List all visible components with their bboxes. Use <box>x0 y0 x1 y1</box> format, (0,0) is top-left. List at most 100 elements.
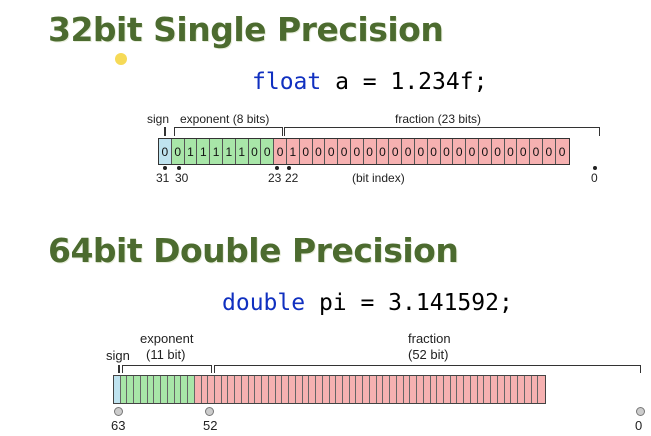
sign-bracket <box>164 127 166 136</box>
exponent-label: exponent (8 bits) <box>180 112 270 126</box>
fraction-label: fraction (23 bits) <box>395 112 482 126</box>
bit-cell <box>215 376 222 403</box>
bit-cell <box>470 376 478 403</box>
bit-cell <box>188 376 195 403</box>
bit-cell <box>194 376 202 403</box>
bit-cell <box>316 376 323 403</box>
code-text: pi = 3.141592; <box>305 290 513 316</box>
bit-cell <box>376 376 384 403</box>
bit-cell: 0 <box>376 139 390 164</box>
bit-cell <box>235 376 242 403</box>
bit-index-22: 22 <box>285 171 299 185</box>
bit-cell: 1 <box>210 139 223 164</box>
code-keyword: double <box>222 290 306 316</box>
fraction-bracket <box>284 127 600 136</box>
bit-cell: 0 <box>299 139 313 164</box>
bit-cell <box>363 376 370 403</box>
bit-cell <box>174 376 182 403</box>
bit-cell <box>396 376 404 403</box>
bit-cell <box>423 376 431 403</box>
bit-cell <box>390 376 397 403</box>
bit-cell: 0 <box>491 139 505 164</box>
bit-cell: 0 <box>312 139 326 164</box>
sign-label: sign <box>106 348 130 363</box>
bit-index-31: 31 <box>156 171 170 185</box>
bit-cell: 0 <box>363 139 377 164</box>
bit-cell <box>248 376 256 403</box>
bit-cell <box>134 376 141 403</box>
bit-marker <box>163 166 167 170</box>
bit-cell <box>484 376 492 403</box>
code-keyword: float <box>252 69 322 95</box>
bit-cell: 0 <box>414 139 428 164</box>
bit-cell <box>255 376 263 403</box>
bit-cell: 0 <box>171 139 185 164</box>
bit-cell <box>140 376 148 403</box>
bit-cell <box>181 376 189 403</box>
heading-single-precision: 32bit Single Precision <box>48 10 444 49</box>
bit-cell <box>342 376 350 403</box>
bit-marker <box>287 166 291 170</box>
bit-marker <box>275 166 279 170</box>
sign-label: sign <box>147 112 170 126</box>
code-double-declaration: double pi = 3.141592; <box>222 290 513 316</box>
bit-marker <box>114 407 123 416</box>
bit-cell <box>511 376 519 403</box>
bit-cell: 0 <box>338 139 351 164</box>
bit-cell <box>302 376 310 403</box>
bit-cell: 1 <box>184 139 198 164</box>
bit-cell <box>457 376 465 403</box>
bit-cell <box>154 376 162 403</box>
bit-cell: 1 <box>197 139 211 164</box>
bit-index-63: 63 <box>111 418 126 433</box>
bit-cell <box>464 376 471 403</box>
bit-cell <box>531 376 539 403</box>
bit-cell <box>167 376 175 403</box>
bit-cell <box>228 376 236 403</box>
bit-cell: 0 <box>402 139 415 164</box>
bit-cell: 0 <box>504 139 518 164</box>
bit-cell <box>349 376 357 403</box>
bit-index-0: 0 <box>635 418 643 433</box>
heading-double-precision: 64bit Double Precision <box>48 231 459 270</box>
bit-cell: 0 <box>453 139 467 164</box>
bit-marker <box>177 166 181 170</box>
bit-cell <box>524 376 532 403</box>
bit-cell: 0 <box>325 139 339 164</box>
bit-cell <box>295 376 303 403</box>
bit-cell <box>356 376 364 403</box>
bit-index-23: 23 <box>268 171 282 185</box>
bit-cell: 0 <box>389 139 403 164</box>
bit-cell <box>201 376 209 403</box>
bit-cell: 0 <box>248 139 262 164</box>
bit-cell <box>275 376 283 403</box>
bit-cell <box>437 376 444 403</box>
bit-cell: 0 <box>478 139 492 164</box>
bit-index-30: 30 <box>175 171 189 185</box>
bit-cell: 0 <box>466 139 479 164</box>
exponent-bracket <box>122 365 212 373</box>
bit-cell <box>430 376 438 403</box>
bit-cell <box>383 376 391 403</box>
bit-cell <box>410 376 418 403</box>
bit-marker <box>636 407 645 416</box>
code-float-declaration: float a = 1.234f; <box>252 69 487 95</box>
bit-index-0: 0 <box>591 171 598 185</box>
bit-cell <box>504 376 512 403</box>
bit-cell <box>161 376 168 403</box>
bit-cell <box>518 376 525 403</box>
bit-cell <box>417 376 424 403</box>
bit-cell: 0 <box>542 139 556 164</box>
bit-cell <box>369 376 377 403</box>
bit-cell <box>127 376 135 403</box>
bit-cell: 0 <box>261 139 275 164</box>
bit-cell <box>329 376 337 403</box>
bit-cell <box>322 376 330 403</box>
bit-cell <box>241 376 249 403</box>
bit-cell <box>497 376 505 403</box>
bit-cell: 1 <box>235 139 249 164</box>
bit-cell <box>282 376 290 403</box>
bit-cell <box>450 376 458 403</box>
bit-index-caption: (bit index) <box>352 171 405 185</box>
